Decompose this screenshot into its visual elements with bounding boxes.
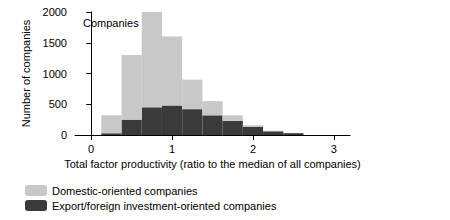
svg-text:1: 1	[169, 143, 175, 155]
svg-text:500: 500	[49, 98, 67, 110]
svg-text:3: 3	[331, 143, 337, 155]
svg-text:Number of companies: Number of companies	[20, 19, 32, 127]
svg-text:Total factor productivity (rat: Total factor productivity (ratio to the …	[64, 158, 361, 170]
svg-text:1500: 1500	[43, 37, 67, 49]
svg-text:Domestic-oriented companies: Domestic-oriented companies	[52, 185, 198, 197]
svg-text:Export/foreign investment-orie: Export/foreign investment-oriented compa…	[52, 200, 277, 212]
svg-text:2: 2	[250, 143, 256, 155]
svg-text:1000: 1000	[43, 68, 67, 80]
svg-text:2000: 2000	[43, 6, 67, 18]
svg-text:Companies: Companies	[83, 17, 139, 29]
svg-text:0: 0	[61, 129, 67, 141]
svg-text:0: 0	[88, 143, 94, 155]
